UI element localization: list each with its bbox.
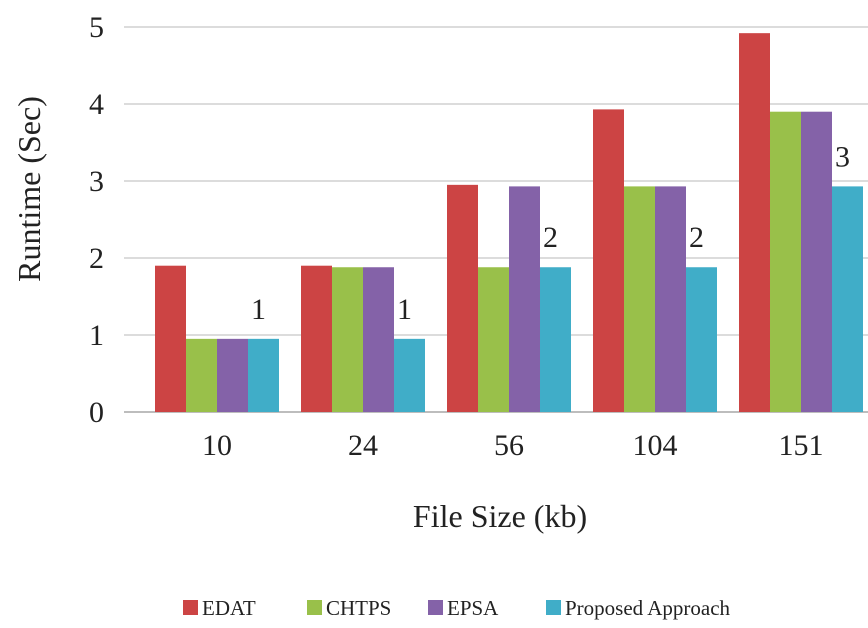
legend-swatch <box>428 600 443 615</box>
bar-epsa <box>217 338 248 412</box>
bar-epsa <box>363 267 394 412</box>
y-axis-label: Runtime (Sec) <box>11 96 47 282</box>
y-tick-label: 3 <box>89 165 104 198</box>
bar-proposed-approach <box>832 186 863 412</box>
y-tick-label: 2 <box>89 242 104 275</box>
data-label: 2 <box>689 221 704 254</box>
y-tick-labels: 0 1 2 3 4 5 <box>89 11 104 429</box>
bar-edat <box>447 184 478 412</box>
bar-epsa <box>655 186 686 412</box>
data-labels: 1 1 2 2 3 <box>251 140 850 325</box>
bar-epsa <box>509 186 540 412</box>
legend-label: EDAT <box>202 596 256 620</box>
bar-proposed-approach <box>394 338 425 412</box>
x-tick-label: 104 <box>633 429 678 462</box>
legend-label: CHTPS <box>326 596 391 620</box>
legend-swatch <box>183 600 198 615</box>
bar-proposed-approach <box>248 338 279 412</box>
data-label: 1 <box>251 293 266 326</box>
bar-chtps <box>332 267 363 412</box>
bar-epsa <box>801 111 832 412</box>
bar-chtps <box>624 186 655 412</box>
bar-edat <box>301 265 332 412</box>
bar-chtps <box>770 111 801 412</box>
bars <box>155 33 863 412</box>
x-tick-labels: 10 24 56 104 151 <box>202 429 824 462</box>
bar-edat <box>593 109 624 412</box>
y-tick-label: 0 <box>89 396 104 429</box>
y-tick-label: 4 <box>89 88 104 121</box>
data-label: 2 <box>543 221 558 254</box>
legend: EDAT CHTPS EPSA Proposed Approach <box>183 596 731 620</box>
y-tick-label: 1 <box>89 319 104 352</box>
bar-chtps <box>478 267 509 412</box>
x-tick-label: 151 <box>779 429 824 462</box>
data-label: 3 <box>835 140 850 173</box>
bar-edat <box>155 265 186 412</box>
bar-proposed-approach <box>686 267 717 412</box>
bar-proposed-approach <box>540 267 571 412</box>
data-label: 1 <box>397 293 412 326</box>
x-tick-label: 24 <box>348 429 378 462</box>
x-tick-label: 10 <box>202 429 232 462</box>
legend-swatch <box>307 600 322 615</box>
bar-chtps <box>186 338 217 412</box>
bar-edat <box>739 33 770 412</box>
x-axis-label: File Size (kb) <box>413 498 587 534</box>
legend-label: Proposed Approach <box>565 596 731 620</box>
y-tick-label: 5 <box>89 11 104 44</box>
legend-label: EPSA <box>447 596 499 620</box>
x-tick-label: 56 <box>494 429 524 462</box>
legend-swatch <box>546 600 561 615</box>
